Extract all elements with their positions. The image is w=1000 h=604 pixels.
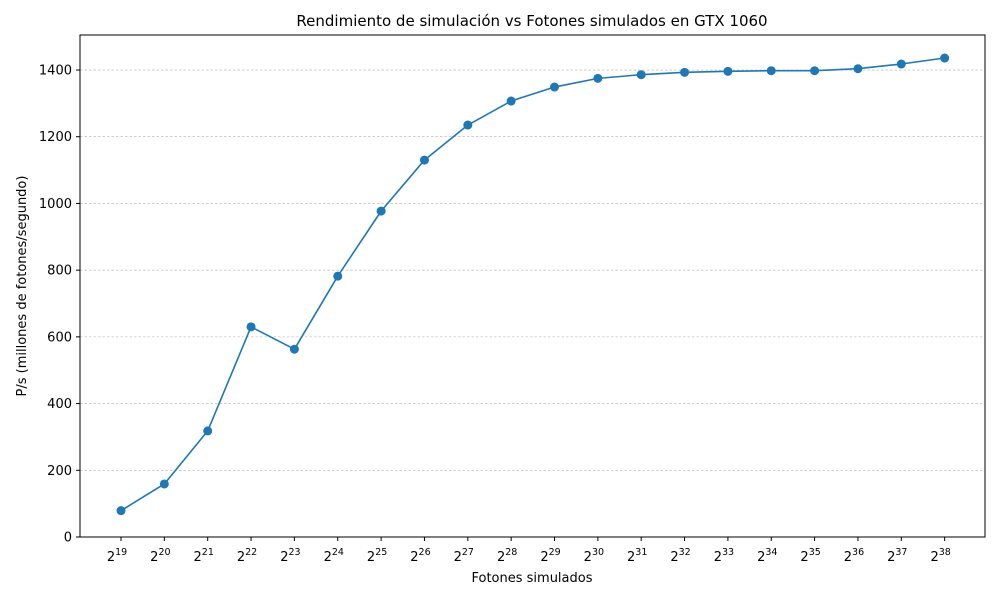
x-tick-base: 2	[107, 550, 115, 565]
x-tick-base: 2	[150, 550, 158, 565]
x-tick-base: 2	[844, 550, 852, 565]
x-tick-base: 2	[540, 550, 548, 565]
x-tick-base: 2	[930, 550, 938, 565]
x-tick-exponent: 26	[419, 547, 431, 558]
x-tick-label: 234	[757, 547, 777, 565]
x-tick-label: 229	[540, 547, 560, 565]
x-tick-label: 237	[887, 547, 907, 565]
series-layer	[116, 53, 950, 516]
data-point	[723, 66, 733, 76]
y-tick-label: 600	[47, 330, 72, 345]
x-tick-label: 230	[584, 547, 604, 565]
data-point	[810, 66, 820, 76]
x-tick-base: 2	[497, 550, 505, 565]
x-tick-exponent: 34	[765, 547, 777, 558]
data-point	[593, 73, 603, 83]
data-point	[636, 70, 646, 80]
data-point	[333, 271, 343, 281]
data-point	[203, 426, 213, 436]
x-axis-label: Fotones simulados	[471, 571, 592, 586]
grid-layer	[80, 69, 985, 471]
x-tick-base: 2	[627, 550, 635, 565]
data-point	[376, 206, 386, 216]
y-tick-label: 800	[47, 264, 72, 279]
x-tick-exponent: 29	[549, 547, 561, 558]
x-tick-exponent: 22	[245, 547, 257, 558]
x-tick-label: 231	[627, 547, 647, 565]
x-tick-label: 223	[280, 547, 300, 565]
x-tick-exponent: 31	[635, 547, 647, 558]
series-line	[120, 57, 945, 512]
x-tick-exponent: 25	[375, 547, 387, 558]
data-point	[159, 479, 169, 489]
x-tick-base: 2	[584, 550, 592, 565]
x-tick-base: 2	[194, 550, 202, 565]
data-point	[246, 322, 256, 332]
x-tick-base: 2	[757, 550, 765, 565]
y-tick-label: 1200	[39, 130, 72, 145]
data-point	[419, 155, 429, 165]
x-tick-label: 221	[194, 547, 214, 565]
x-tick-exponent: 35	[809, 547, 821, 558]
x-tick-base: 2	[714, 550, 722, 565]
x-tick-base: 2	[280, 550, 288, 565]
data-point	[896, 59, 906, 69]
chart-title: Rendimiento de simulación vs Fotones sim…	[296, 12, 767, 30]
y-tick-label: 400	[47, 397, 72, 412]
x-tick-exponent: 28	[505, 547, 517, 558]
x-tick-base: 2	[670, 550, 678, 565]
x-tick-label: 235	[800, 547, 820, 565]
y-tick-label: 1000	[39, 197, 72, 212]
x-tick-base: 2	[324, 550, 332, 565]
data-point	[506, 96, 516, 106]
x-tick-label: 219	[107, 547, 127, 565]
x-tick-label: 236	[844, 547, 864, 565]
x-tick-base: 2	[237, 550, 245, 565]
data-point	[680, 67, 690, 77]
x-tick-label: 233	[714, 547, 734, 565]
axes-layer	[79, 34, 986, 538]
y-axis-label: P/s (millones de fotones/segundo)	[15, 176, 30, 397]
x-tick-base: 2	[800, 550, 808, 565]
y-tick-label: 200	[47, 464, 72, 479]
x-tick-exponent: 20	[158, 547, 170, 558]
data-point	[289, 344, 299, 354]
data-point	[766, 66, 776, 76]
x-tick-label: 227	[454, 547, 474, 565]
x-tick-exponent: 36	[852, 547, 864, 558]
x-tick-label: 222	[237, 547, 257, 565]
x-tick-base: 2	[367, 550, 375, 565]
x-tick-label: 220	[150, 547, 170, 565]
data-point	[550, 82, 559, 92]
x-tick-exponent: 32	[679, 547, 691, 558]
y-tick-label: 1400	[39, 64, 72, 79]
x-tick-label: 225	[367, 547, 387, 565]
x-tick-label: 224	[324, 547, 344, 565]
data-point	[853, 64, 863, 74]
plot-frame	[79, 34, 986, 538]
x-tick-base: 2	[454, 550, 462, 565]
x-tick-exponent: 37	[895, 547, 907, 558]
x-tick-base: 2	[887, 550, 895, 565]
x-tick-exponent: 19	[115, 547, 127, 558]
x-tick-base: 2	[410, 550, 418, 565]
data-point	[463, 120, 473, 130]
x-tick-label: 226	[410, 547, 430, 565]
x-tick-exponent: 21	[202, 547, 214, 558]
y-tick-label: 0	[64, 531, 72, 546]
x-tick-exponent: 27	[462, 547, 474, 558]
x-tick-label: 228	[497, 547, 517, 565]
x-tick-label: 232	[670, 547, 690, 565]
x-tick-exponent: 30	[592, 547, 604, 558]
x-tick-label: 238	[930, 547, 950, 565]
x-tick-exponent: 38	[939, 547, 951, 558]
data-point	[116, 506, 126, 516]
data-point	[940, 53, 950, 63]
x-tick-exponent: 23	[288, 547, 300, 558]
x-tick-exponent: 24	[332, 547, 344, 558]
x-tick-exponent: 33	[722, 547, 734, 558]
